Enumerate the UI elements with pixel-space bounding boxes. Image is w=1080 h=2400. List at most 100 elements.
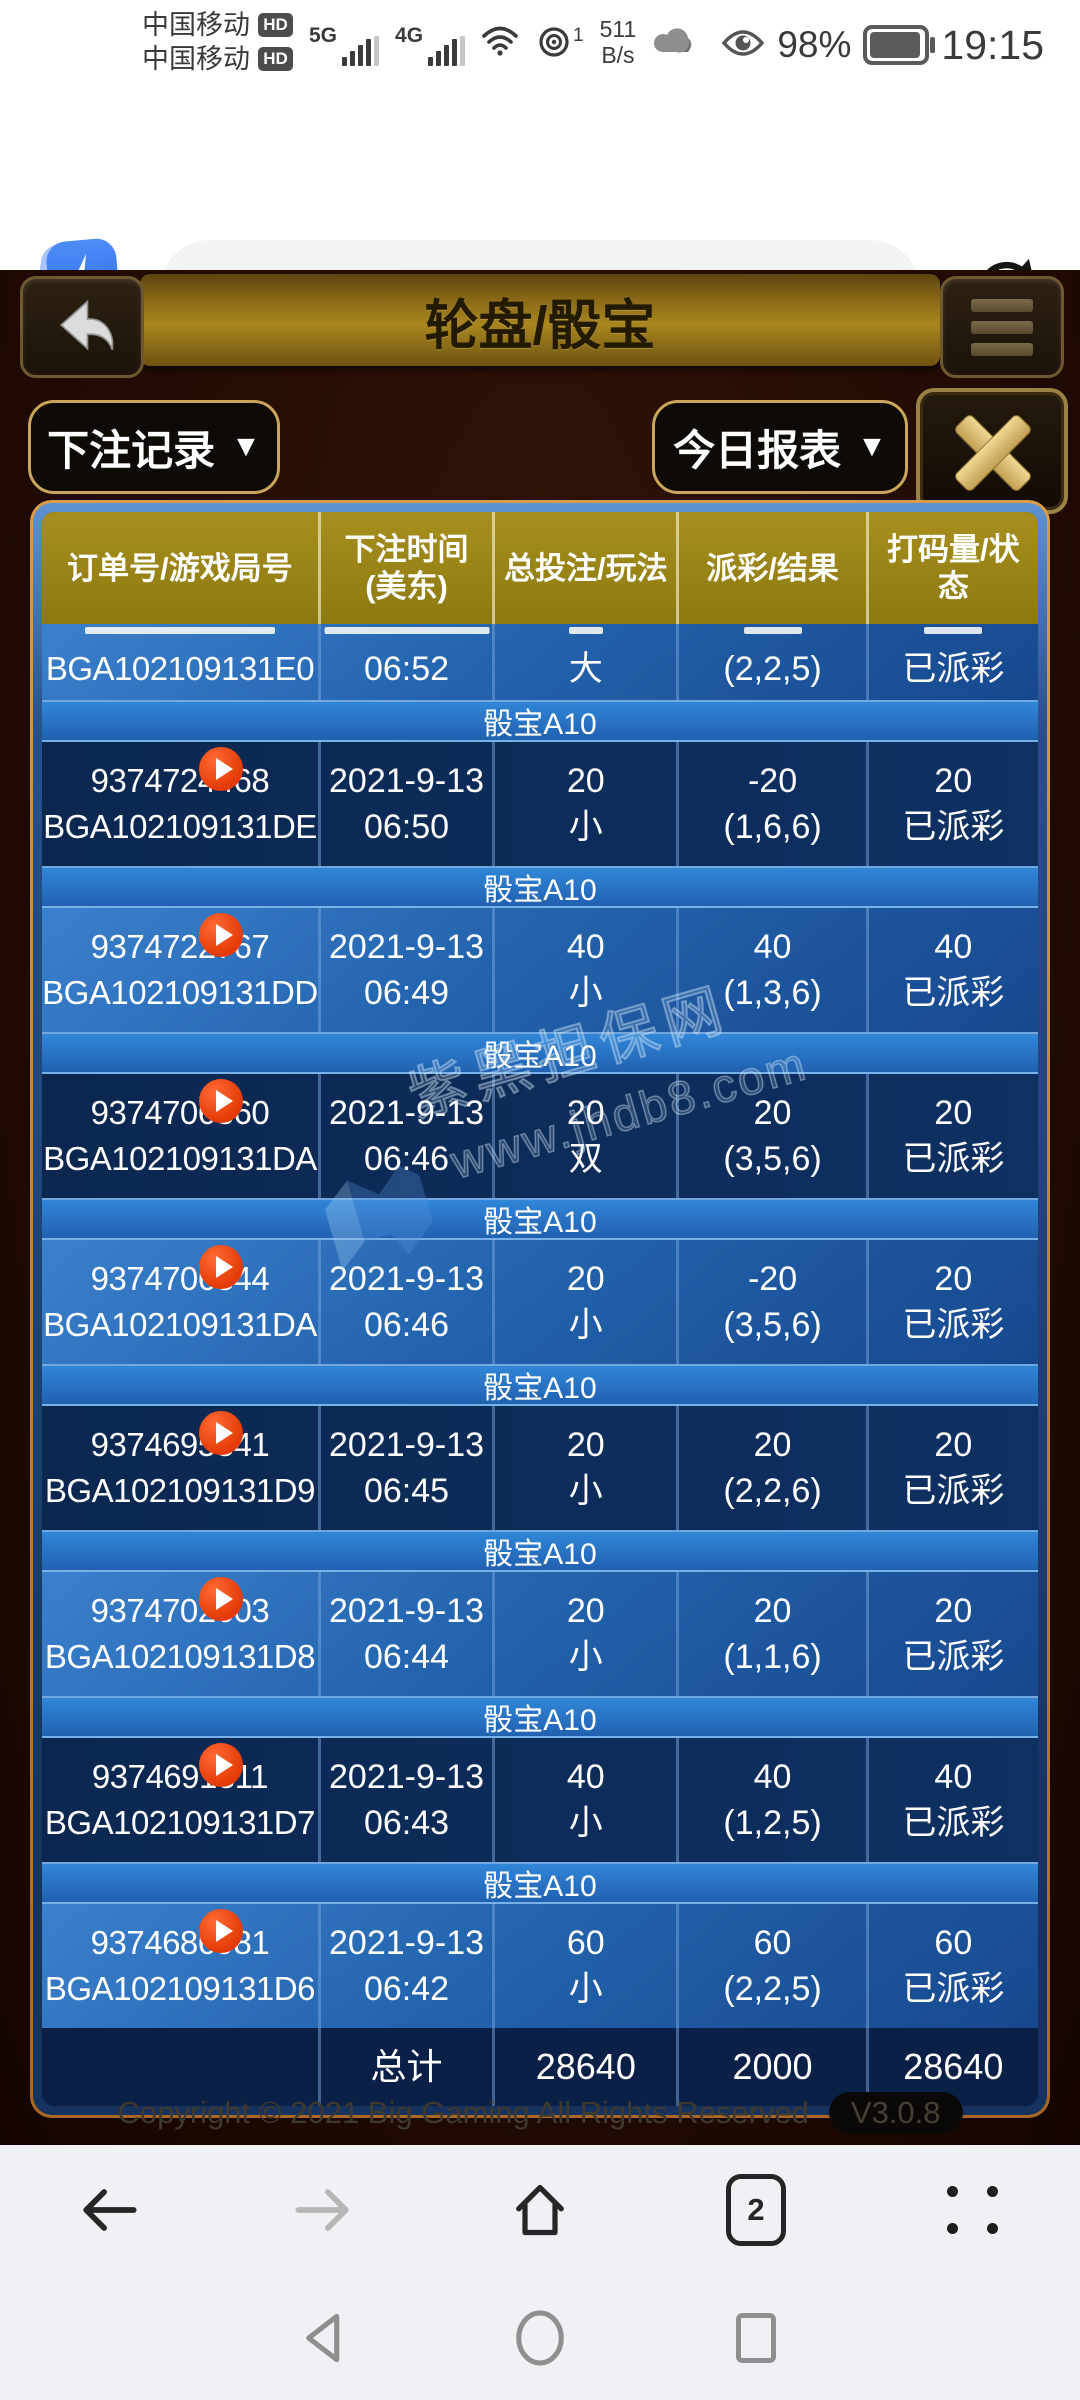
browser-forward-button[interactable] — [216, 2145, 432, 2275]
android-back-button[interactable] — [288, 2293, 360, 2383]
play-video-icon[interactable] — [199, 1245, 244, 1289]
bet-amount: 20 — [566, 1426, 605, 1464]
browser-toolbar: 2 — [0, 2145, 1080, 2275]
close-button[interactable] — [916, 388, 1068, 514]
play-type: 小 — [568, 1306, 603, 1344]
wager-amount: 40 — [934, 1758, 973, 1796]
play-video-icon[interactable] — [199, 1411, 244, 1455]
round-id: BGA102109131DA — [43, 1140, 317, 1177]
result: (2,2,5) — [723, 1970, 822, 2008]
today-report-dropdown[interactable]: 今日报表 ▼ — [652, 400, 908, 494]
total-label: 总计 — [321, 2028, 496, 2106]
wifi-icon — [481, 23, 519, 62]
browser-tabs-button[interactable]: 2 — [648, 2145, 864, 2275]
bet-amount: 20 — [566, 762, 605, 800]
copyright-bar: Copyright © 2021 Big Gaming All Rights R… — [0, 2092, 1080, 2134]
col-header-order: 订单号/游戏局号 — [42, 512, 321, 624]
status: 已派彩 — [902, 1140, 1005, 1178]
game-separator-row: 骰宝A10 — [42, 700, 1038, 742]
game-separator-row: 骰宝A10 — [42, 1032, 1038, 1074]
android-recents-button[interactable] — [720, 2293, 792, 2383]
play-video-icon[interactable] — [199, 1577, 244, 1621]
bet-date: 2021-9-13 — [329, 1094, 485, 1132]
menu-bars-icon — [971, 298, 1033, 312]
col-header-time: 下注时间 (美东) — [321, 512, 496, 624]
menu-dots-icon — [947, 2186, 998, 2234]
game-separator-row: 骰宝A10 — [42, 1364, 1038, 1406]
total-wager: 28640 — [903, 2046, 1004, 2087]
table-row: 9374686981 BGA102109131D6 2021-9-13 06:4… — [42, 1904, 1038, 2028]
game-menu-button[interactable] — [940, 276, 1064, 378]
play-type: 小 — [568, 1804, 603, 1842]
payout: 40 — [753, 1758, 792, 1796]
result: (2,2,6) — [723, 1472, 822, 1510]
status-right-cluster: 98% 19:15 — [721, 0, 1044, 90]
game-name-label: 骰宝A10 — [483, 874, 597, 907]
play-video-icon[interactable] — [199, 1909, 244, 1953]
browser-back-button[interactable] — [0, 2145, 216, 2275]
bet-date: 2021-9-13 — [329, 928, 485, 966]
total-bet: 28640 — [495, 2028, 680, 2106]
wager-amount: 40 — [934, 928, 973, 966]
wager-amount: 20 — [934, 762, 973, 800]
carrier-name-2: 中国移动 — [142, 44, 250, 74]
payout: -20 — [747, 762, 798, 800]
table-row: 9374702603 BGA102109131D8 2021-9-13 06:4… — [42, 1572, 1038, 1696]
payout: 20 — [753, 1426, 792, 1464]
bet-date: 2021-9-13 — [329, 1426, 485, 1464]
bet-amount: 40 — [566, 1758, 605, 1796]
bet-date: 2021-9-13 — [329, 1758, 485, 1796]
battery-percent: 98% — [777, 24, 852, 65]
bottom-chrome: 2 — [0, 2145, 1080, 2400]
page-title: 轮盘/骰宝 — [424, 295, 656, 356]
hotspot-icon: 1 — [535, 23, 584, 61]
table-total-row: 总计 28640 2000 28640 — [42, 2028, 1038, 2106]
status: 已派彩 — [902, 1638, 1005, 1676]
carrier-name-1: 中国移动 — [142, 10, 250, 40]
browser-home-button[interactable] — [432, 2145, 648, 2275]
bet-time: 06:43 — [363, 1804, 450, 1842]
bet-amount: 20 — [566, 1260, 605, 1298]
bet-date: 2021-9-13 — [329, 1592, 485, 1630]
play-video-icon[interactable] — [199, 1079, 244, 1123]
bet-time: 06:49 — [363, 974, 450, 1012]
android-home-button[interactable] — [504, 2293, 576, 2383]
close-x-icon — [946, 405, 1038, 497]
bet-records-dropdown[interactable]: 下注记录 ▼ — [28, 400, 280, 494]
status-bar: 中国移动 HD 中国移动 HD 5G 4G — [0, 0, 1080, 90]
game-name-label: 骰宝A10 — [483, 1040, 597, 1073]
browser-menu-button[interactable] — [864, 2145, 1080, 2275]
bet-amount: 20 — [566, 1094, 605, 1132]
tab-count: 2 — [726, 2174, 786, 2246]
play-video-icon[interactable] — [199, 747, 244, 791]
game-title-banner: 轮盘/骰宝 — [140, 274, 940, 366]
wager-amount: 20 — [934, 1260, 973, 1298]
wager-amount: 20 — [934, 1592, 973, 1630]
bet-amount: 60 — [566, 1924, 605, 1962]
table-header-row: 订单号/游戏局号 下注时间 (美东) 总投注/玩法 派彩/结果 打码量/状态 — [42, 512, 1038, 624]
round-id: BGA102109131D6 — [44, 1970, 316, 2007]
game-name-label: 骰宝A10 — [483, 1870, 597, 1903]
game-name-label: 骰宝A10 — [483, 1372, 597, 1405]
game-name-label: 骰宝A10 — [483, 708, 597, 741]
browser-address-bar: cdn-hw.guanjia315.com/h/h. — [0, 90, 1080, 340]
table-row: 9374695841 BGA102109131D9 2021-9-13 06:4… — [42, 1406, 1038, 1530]
status: 已派彩 — [902, 1472, 1005, 1510]
table-body: BGA102109131E0 06:52 大 — [42, 624, 1038, 2028]
status: 已派彩 — [902, 808, 1005, 846]
play-type: 大 — [568, 650, 603, 688]
signal-5g-icon: 5G — [309, 18, 380, 66]
bet-date: 2021-9-13 — [329, 1924, 485, 1962]
wager-amount: 60 — [934, 1924, 973, 1962]
clipped-text-mark — [324, 627, 490, 634]
bet-amount: 40 — [566, 928, 605, 966]
play-video-icon[interactable] — [199, 913, 244, 957]
bet-time: 06:42 — [363, 1970, 450, 2008]
game-back-button[interactable] — [20, 276, 144, 378]
play-video-icon[interactable] — [199, 1743, 244, 1787]
payout: 60 — [753, 1924, 792, 1962]
game-separator-row: 骰宝A10 — [42, 1530, 1038, 1572]
bet-time: 06:45 — [363, 1472, 450, 1510]
game-separator-row: 骰宝A10 — [42, 1198, 1038, 1240]
